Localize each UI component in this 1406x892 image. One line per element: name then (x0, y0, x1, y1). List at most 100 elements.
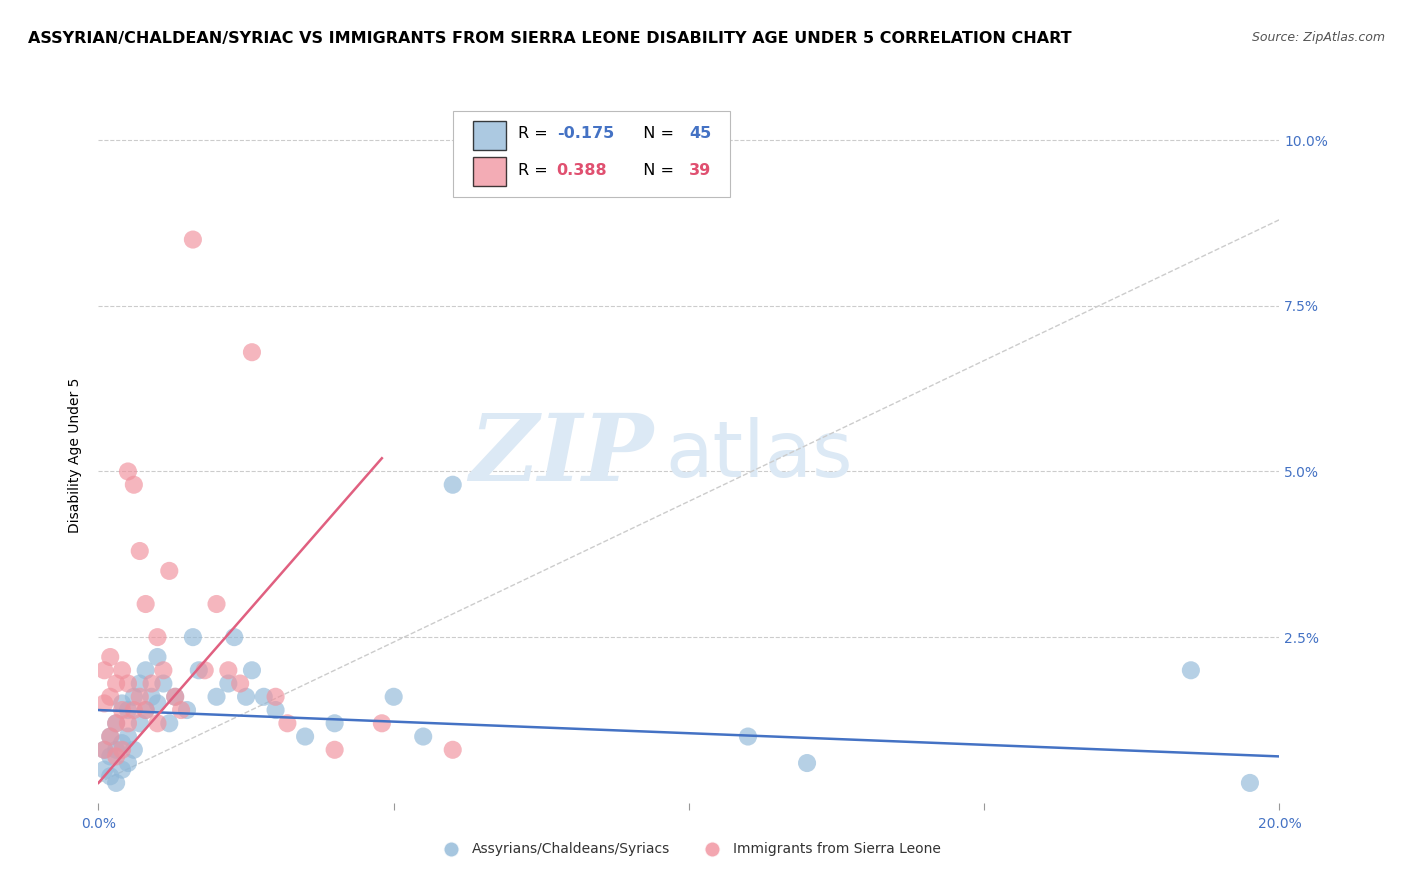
Point (152, 663, 174, 677)
Point (105, 749, 128, 764)
Point (93, 743, 115, 757)
Point (117, 703, 139, 717)
Point (264, 690, 287, 704)
Point (146, 630, 169, 644)
Point (264, 703, 287, 717)
Point (135, 597, 157, 611)
Point (117, 756, 139, 770)
Point (122, 743, 145, 757)
Point (111, 763, 134, 777)
Point (323, 743, 346, 757)
Point (117, 716, 139, 731)
Text: atlas: atlas (665, 417, 853, 493)
Point (98, 730, 121, 744)
Point (117, 676, 139, 690)
Text: 39: 39 (689, 162, 711, 178)
Point (157, 564, 180, 578)
Point (224, 630, 246, 644)
Point (117, 465, 139, 479)
Point (141, 676, 163, 690)
Text: N =: N = (634, 126, 679, 141)
Point (135, 663, 157, 677)
Text: ASSYRIAN/CHALDEAN/SYRIAC VS IMMIGRANTS FROM SIERRA LEONE DISABILITY AGE UNDER 5 : ASSYRIAN/CHALDEAN/SYRIAC VS IMMIGRANTS F… (28, 31, 1071, 46)
Point (98, 730, 121, 744)
Point (165, 690, 187, 704)
Point (141, 690, 163, 704)
Point (1239, 776, 1261, 790)
FancyBboxPatch shape (472, 120, 506, 150)
Point (240, 345, 263, 359)
Point (128, 716, 150, 731)
Point (294, 730, 316, 744)
Y-axis label: Disability Age Under 5: Disability Age Under 5 (69, 377, 83, 533)
Point (98, 769, 121, 783)
Point (181, 630, 204, 644)
Point (122, 703, 145, 717)
Point (205, 690, 228, 704)
Point (111, 743, 134, 757)
Point (441, 477, 464, 491)
Point (323, 716, 346, 731)
Point (382, 690, 405, 704)
Point (98, 690, 121, 704)
Point (229, 676, 252, 690)
Text: 45: 45 (689, 126, 711, 141)
Point (217, 676, 239, 690)
FancyBboxPatch shape (472, 157, 506, 186)
Point (135, 703, 157, 717)
Point (98, 650, 121, 665)
Point (128, 544, 150, 558)
Point (235, 690, 257, 704)
Point (128, 676, 150, 690)
Point (105, 776, 128, 790)
Point (176, 703, 198, 717)
Text: ZIP: ZIP (470, 410, 654, 500)
Text: N =: N = (634, 162, 679, 178)
Text: Source: ZipAtlas.com: Source: ZipAtlas.com (1251, 31, 1385, 45)
Point (105, 676, 128, 690)
Point (93, 697, 115, 711)
Point (157, 716, 180, 731)
Point (217, 663, 239, 677)
Point (122, 690, 145, 704)
Point (105, 743, 128, 757)
Text: -0.175: -0.175 (557, 126, 614, 141)
Point (98, 749, 121, 764)
Point (737, 730, 759, 744)
Point (111, 703, 134, 717)
Point (170, 703, 193, 717)
Point (181, 233, 204, 247)
Point (146, 697, 169, 711)
Point (111, 736, 134, 750)
Point (146, 716, 169, 731)
Point (105, 716, 128, 731)
Text: 0.388: 0.388 (557, 162, 607, 178)
Point (165, 690, 187, 704)
Point (796, 756, 818, 770)
Point (146, 650, 169, 665)
Point (128, 690, 150, 704)
Point (253, 690, 276, 704)
Point (371, 716, 394, 731)
Point (441, 743, 464, 757)
Point (105, 716, 128, 731)
Text: R =: R = (517, 126, 553, 141)
Point (205, 597, 228, 611)
Text: R =: R = (517, 162, 553, 178)
Point (1180, 663, 1202, 677)
Point (111, 697, 134, 711)
Point (152, 676, 174, 690)
Point (122, 477, 145, 491)
FancyBboxPatch shape (453, 111, 730, 197)
Point (93, 743, 115, 757)
Point (93, 763, 115, 777)
Point (412, 730, 434, 744)
Point (194, 663, 217, 677)
Point (93, 663, 115, 677)
Point (276, 716, 298, 731)
Point (111, 663, 134, 677)
Point (135, 703, 157, 717)
Point (187, 663, 209, 677)
Point (117, 730, 139, 744)
Point (240, 663, 263, 677)
